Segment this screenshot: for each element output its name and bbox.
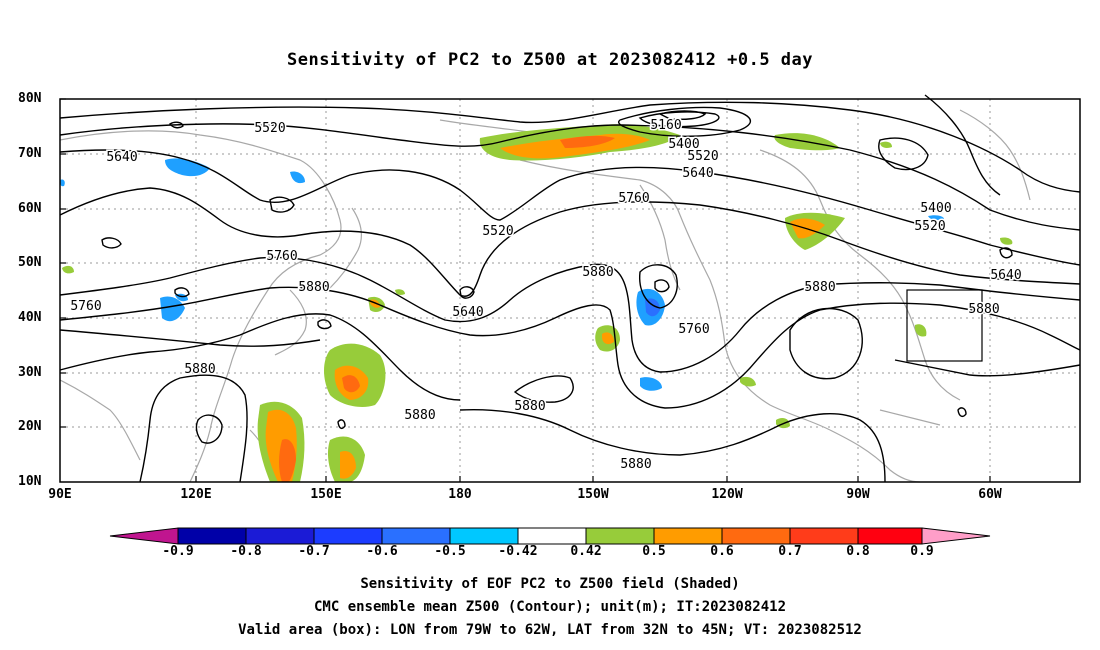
- colorbar-bin: [653, 527, 723, 545]
- colorbar-label: 0.6: [710, 544, 734, 559]
- colorbar-label: -0.6: [366, 544, 398, 559]
- contour-label: 5640: [452, 305, 483, 320]
- colorbar-bin: [177, 527, 247, 545]
- lat-label: 10N: [18, 474, 42, 489]
- contour-label: 5640: [990, 268, 1021, 283]
- lat-label: 80N: [18, 91, 42, 106]
- colorbar-label: 0.5: [642, 544, 666, 559]
- lat-label: 60N: [18, 201, 42, 216]
- colorbar-label: -0.7: [298, 544, 330, 559]
- colorbar-arrow-left: [109, 527, 179, 545]
- colorbar-label: 0.8: [846, 544, 870, 559]
- colorbar-bin: [245, 527, 315, 545]
- colorbar-bin: [449, 527, 519, 545]
- lat-label: 50N: [18, 255, 42, 270]
- colorbar-label: -0.42: [498, 544, 538, 559]
- contour-label: 5520: [914, 219, 945, 234]
- colorbar-label: -0.5: [434, 544, 466, 559]
- colorbar: [109, 527, 991, 545]
- colorbar-bin: [381, 527, 451, 545]
- contour-label: 5880: [804, 280, 835, 295]
- contour-label: 5520: [254, 121, 285, 136]
- contour-label: 5760: [266, 249, 297, 264]
- colorbar-label: 0.7: [778, 544, 802, 559]
- lon-label: 90W: [846, 487, 870, 502]
- colorbar-label: 0.42: [570, 544, 602, 559]
- contour-label: 5880: [582, 265, 613, 280]
- contour-label: 5400: [668, 137, 699, 152]
- caption-line-1: Sensitivity of EOF PC2 to Z500 field (Sh…: [360, 576, 740, 592]
- contour-label: 5880: [298, 280, 329, 295]
- coastlines: [59, 109, 1031, 483]
- contour-label: 5520: [482, 224, 513, 239]
- contour-label: 5880: [968, 302, 999, 317]
- contour-labels: 5160 5400 5400 5520 5520 5520 5520 5640 …: [69, 117, 1023, 474]
- colorbar-bin: [721, 527, 791, 545]
- colorbar-bin: [789, 527, 859, 545]
- contour-label: 5400: [920, 201, 951, 216]
- caption-line-2: CMC ensemble mean Z500 (Contour); unit(m…: [313, 599, 786, 615]
- lat-label: 30N: [18, 365, 42, 380]
- valid-area-box: [906, 289, 983, 362]
- contour-label: 5760: [678, 322, 709, 337]
- contour-label: 5760: [70, 299, 101, 314]
- map-border: [59, 98, 1081, 483]
- colorbar-bin: [517, 527, 587, 545]
- chart-title: Sensitivity of PC2 to Z500 at 2023082412…: [286, 50, 813, 70]
- contour-label: 5760: [618, 191, 649, 206]
- contour-label: 5880: [514, 399, 545, 414]
- lon-label: 120E: [180, 487, 212, 502]
- colorbar-label: -0.9: [162, 544, 194, 559]
- colorbar-bin: [585, 527, 655, 545]
- contour-label: 5520: [687, 149, 718, 164]
- tick-marks: [60, 98, 991, 482]
- colorbar-label: -0.8: [230, 544, 262, 559]
- lon-label: 150E: [310, 487, 342, 502]
- lon-label: 150W: [577, 487, 609, 502]
- colorbar-arrow-right: [921, 527, 991, 545]
- lat-label: 70N: [18, 146, 42, 161]
- contour-label: 5880: [404, 408, 435, 423]
- lon-label: 60W: [978, 487, 1002, 502]
- contour-label: 5880: [620, 457, 651, 472]
- lon-label: 90E: [48, 487, 72, 502]
- contour-label: 5160: [650, 118, 681, 133]
- colorbar-label: 0.9: [910, 544, 934, 559]
- z500-contours: [59, 94, 1081, 483]
- lon-label: 180: [448, 487, 472, 502]
- colorbar-bin: [313, 527, 383, 545]
- contour-label: 5640: [682, 166, 713, 181]
- caption-line-3: Valid area (box): LON from 79W to 62W, L…: [238, 622, 862, 638]
- lat-label: 40N: [18, 310, 42, 325]
- contour-label: 5640: [106, 150, 137, 165]
- contour-label: 5880: [184, 362, 215, 377]
- lon-label: 120W: [711, 487, 743, 502]
- lat-label: 20N: [18, 419, 42, 434]
- colorbar-bin: [857, 527, 923, 545]
